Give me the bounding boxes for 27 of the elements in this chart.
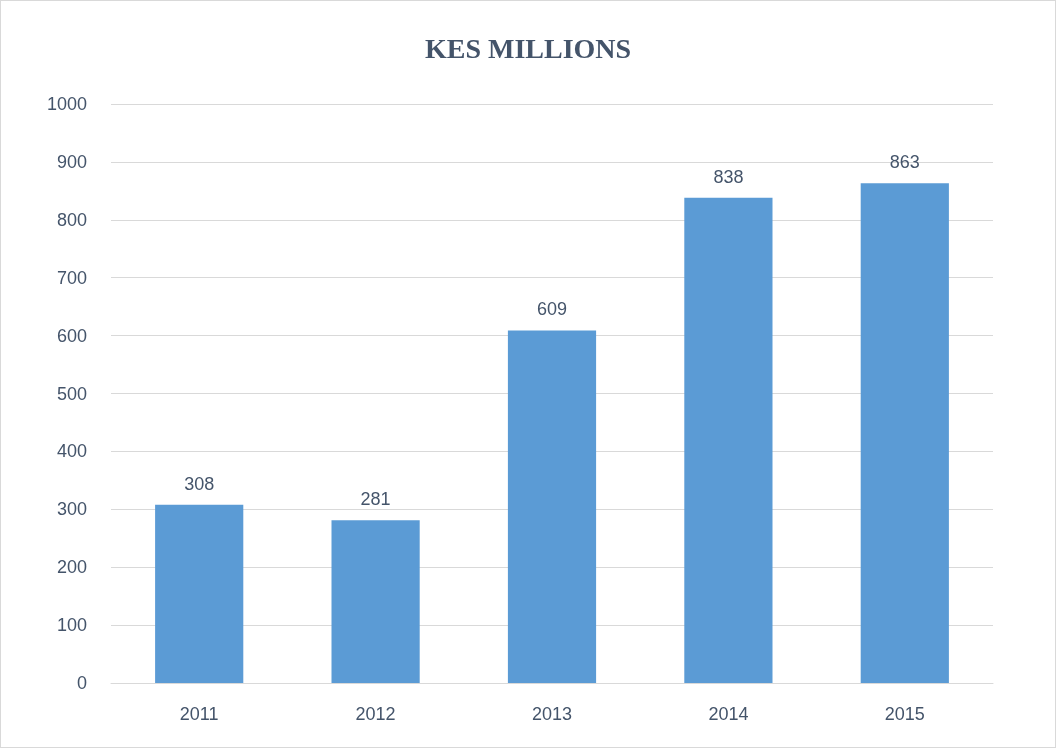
chart-title: KES MILLIONS (424, 32, 632, 64)
y-tick-label: 700 (56, 267, 87, 288)
x-tick-label: 2012 (355, 704, 396, 724)
data-label: 609 (536, 299, 568, 320)
bar (860, 183, 949, 683)
y-tick-label: 0 (76, 673, 87, 693)
y-tick-label: 200 (56, 557, 87, 578)
bar (331, 520, 420, 683)
y-tick-label: 100 (56, 615, 87, 636)
x-tick-label: 2013 (531, 704, 573, 724)
bar (684, 197, 773, 683)
data-label: 838 (713, 166, 744, 187)
x-tick-label: 2015 (884, 704, 925, 724)
y-tick-label: 400 (56, 441, 87, 462)
data-label: 863 (889, 152, 920, 173)
data-label: 308 (184, 473, 215, 494)
bar (155, 504, 244, 683)
x-tick-label: 2011 (179, 704, 219, 724)
y-tick-label: 500 (56, 383, 87, 404)
data-label: 281 (360, 489, 391, 510)
y-tick-label: 600 (56, 325, 87, 346)
x-tick-label: 2014 (708, 704, 749, 724)
y-tick-label: 900 (56, 151, 87, 172)
y-tick-label: 800 (56, 209, 87, 230)
y-tick-label: 300 (56, 499, 87, 520)
y-tick-label: 1000 (46, 94, 87, 114)
bar (507, 330, 597, 683)
